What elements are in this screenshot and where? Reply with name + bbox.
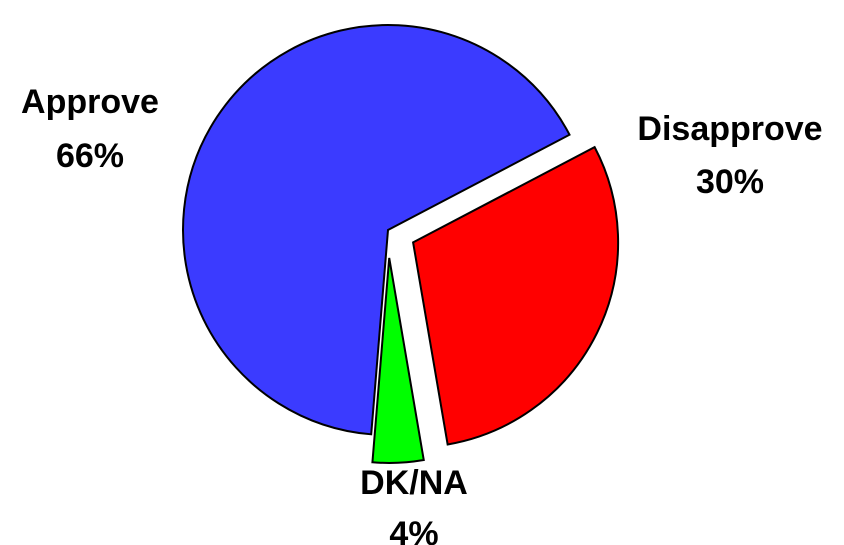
label-approve: Approve 66% <box>21 83 159 175</box>
label-dkna: DK/NA 4% <box>360 464 468 545</box>
pie-slice-disapprove <box>411 145 620 446</box>
pie-slice-dk-na <box>371 257 425 464</box>
label-dkna-name: DK/NA <box>360 464 468 502</box>
label-disapprove-name: Disapprove <box>637 110 822 148</box>
label-approve-name: Approve <box>21 83 159 121</box>
label-disapprove: Disapprove 30% <box>637 110 822 201</box>
pie-slice-approve <box>182 24 571 436</box>
pie-slices <box>182 24 620 464</box>
label-approve-value: 66% <box>56 137 124 175</box>
label-disapprove-value: 30% <box>696 163 764 201</box>
label-dkna-value: 4% <box>389 515 438 545</box>
